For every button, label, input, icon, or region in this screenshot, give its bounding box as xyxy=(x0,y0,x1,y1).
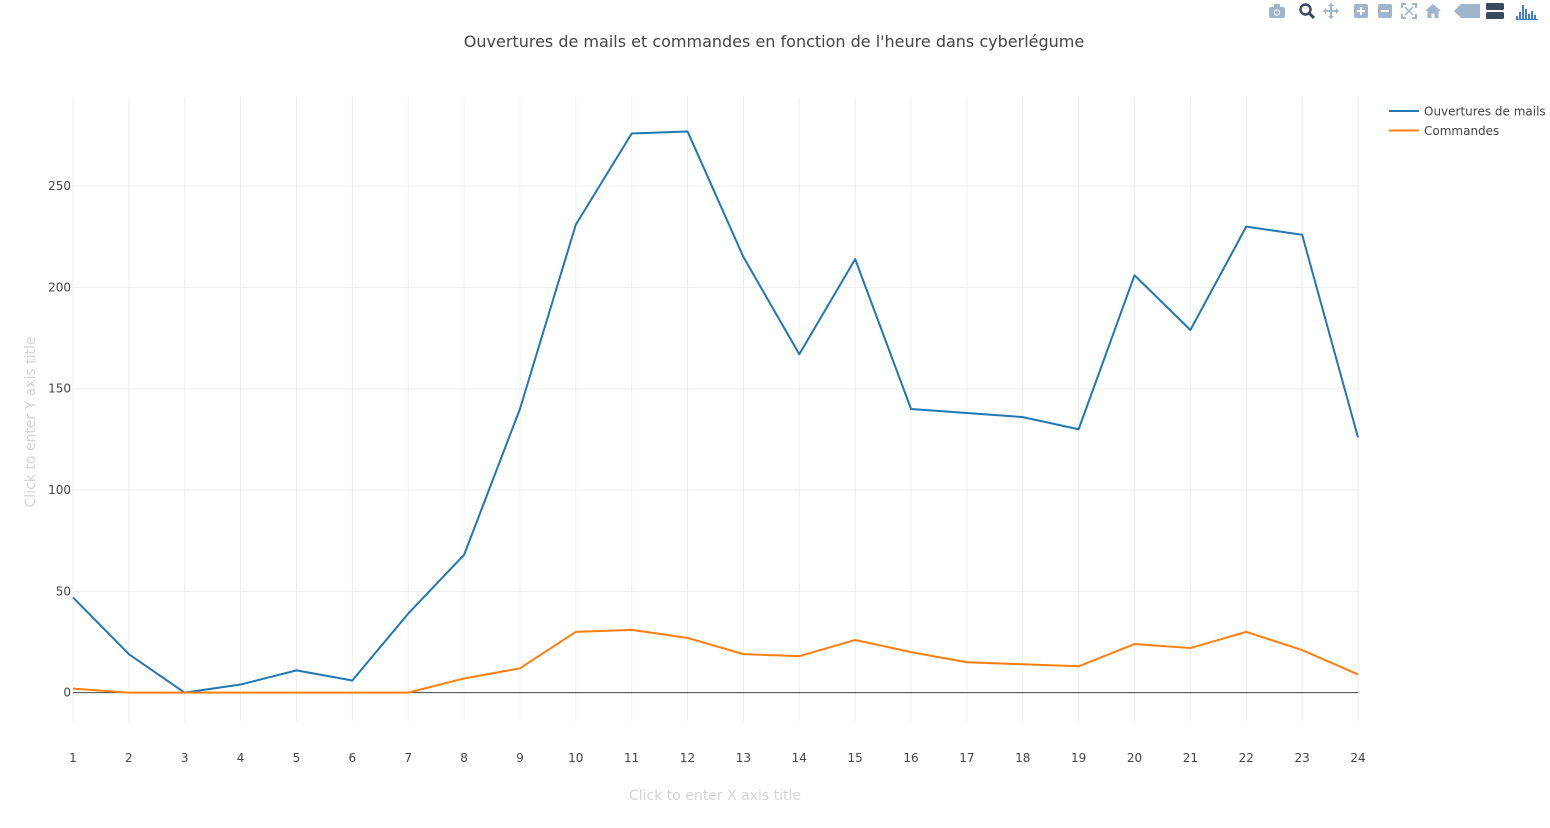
x-tick-label: 16 xyxy=(903,751,918,765)
x-tick-label: 13 xyxy=(736,751,751,765)
axis-layer: 1 2 3 4 5 6 7 8 9 10 11 12 13 14 15 16 17 18 19 20 21 22 23 240… xyxy=(48,179,1366,765)
legend-label[interactable]: Commandes xyxy=(1424,124,1499,138)
y-axis-title[interactable]: Click to enter Y axis title xyxy=(23,337,39,508)
x-tick-label: 2 xyxy=(125,751,133,765)
y-tick-label: 150 xyxy=(48,382,71,396)
zoom-icon[interactable] xyxy=(1298,2,1316,20)
camera-icon[interactable] xyxy=(1268,2,1286,20)
x-axis-title[interactable]: Click to enter X axis title xyxy=(629,788,801,804)
legend-label[interactable]: Ouvertures de mails xyxy=(1424,105,1546,119)
x-tick-label: 14 xyxy=(792,751,807,765)
x-tick-label: 4 xyxy=(237,751,245,765)
autoscale-icon[interactable] xyxy=(1400,2,1418,20)
x-tick-label: 21 xyxy=(1183,751,1198,765)
zoom-out-icon[interactable] xyxy=(1376,2,1394,20)
x-tick-label: 3 xyxy=(181,751,189,765)
pan-icon[interactable] xyxy=(1322,2,1340,20)
y-tick-label: 50 xyxy=(56,584,71,598)
chart-title: Ouvertures de mails et commandes en fonc… xyxy=(464,32,1084,51)
series-line-ouvertures[interactable] xyxy=(72,130,1359,694)
y-tick-label: 250 xyxy=(48,179,71,193)
y-tick-label: 200 xyxy=(48,280,71,294)
modebar xyxy=(1268,2,1544,20)
x-tick-label: 18 xyxy=(1015,751,1030,765)
x-tick-label: 7 xyxy=(404,751,412,765)
x-tick-label: 11 xyxy=(624,751,639,765)
x-tick-label: 9 xyxy=(516,751,524,765)
zoom-in-icon[interactable] xyxy=(1352,2,1370,20)
series-layer xyxy=(72,130,1359,694)
legend: Ouvertures de mails Commandes xyxy=(1389,105,1546,138)
grid-layer xyxy=(72,97,1359,721)
y-tick-label: 0 xyxy=(63,686,71,700)
x-tick-label: 8 xyxy=(460,751,468,765)
hover-compare-icon[interactable] xyxy=(1486,2,1504,20)
x-tick-label: 19 xyxy=(1071,751,1086,765)
x-tick-label: 5 xyxy=(293,751,301,765)
x-tick-label: 17 xyxy=(959,751,974,765)
plotly-logo-icon[interactable] xyxy=(1516,2,1538,20)
x-tick-label: 12 xyxy=(680,751,695,765)
x-tick-label: 10 xyxy=(568,751,583,765)
y-tick-label: 100 xyxy=(48,483,71,497)
series-line-commandes[interactable] xyxy=(72,628,1359,694)
x-tick-label: 6 xyxy=(349,751,357,765)
x-tick-label: 15 xyxy=(848,751,863,765)
x-tick-label: 22 xyxy=(1239,751,1254,765)
x-tick-label: 20 xyxy=(1127,751,1142,765)
x-tick-label: 24 xyxy=(1350,751,1365,765)
x-tick-label: 23 xyxy=(1294,751,1309,765)
x-tick-label: 1 xyxy=(69,751,77,765)
hover-closest-icon[interactable] xyxy=(1454,2,1480,20)
reset-axes-icon[interactable] xyxy=(1424,2,1442,20)
